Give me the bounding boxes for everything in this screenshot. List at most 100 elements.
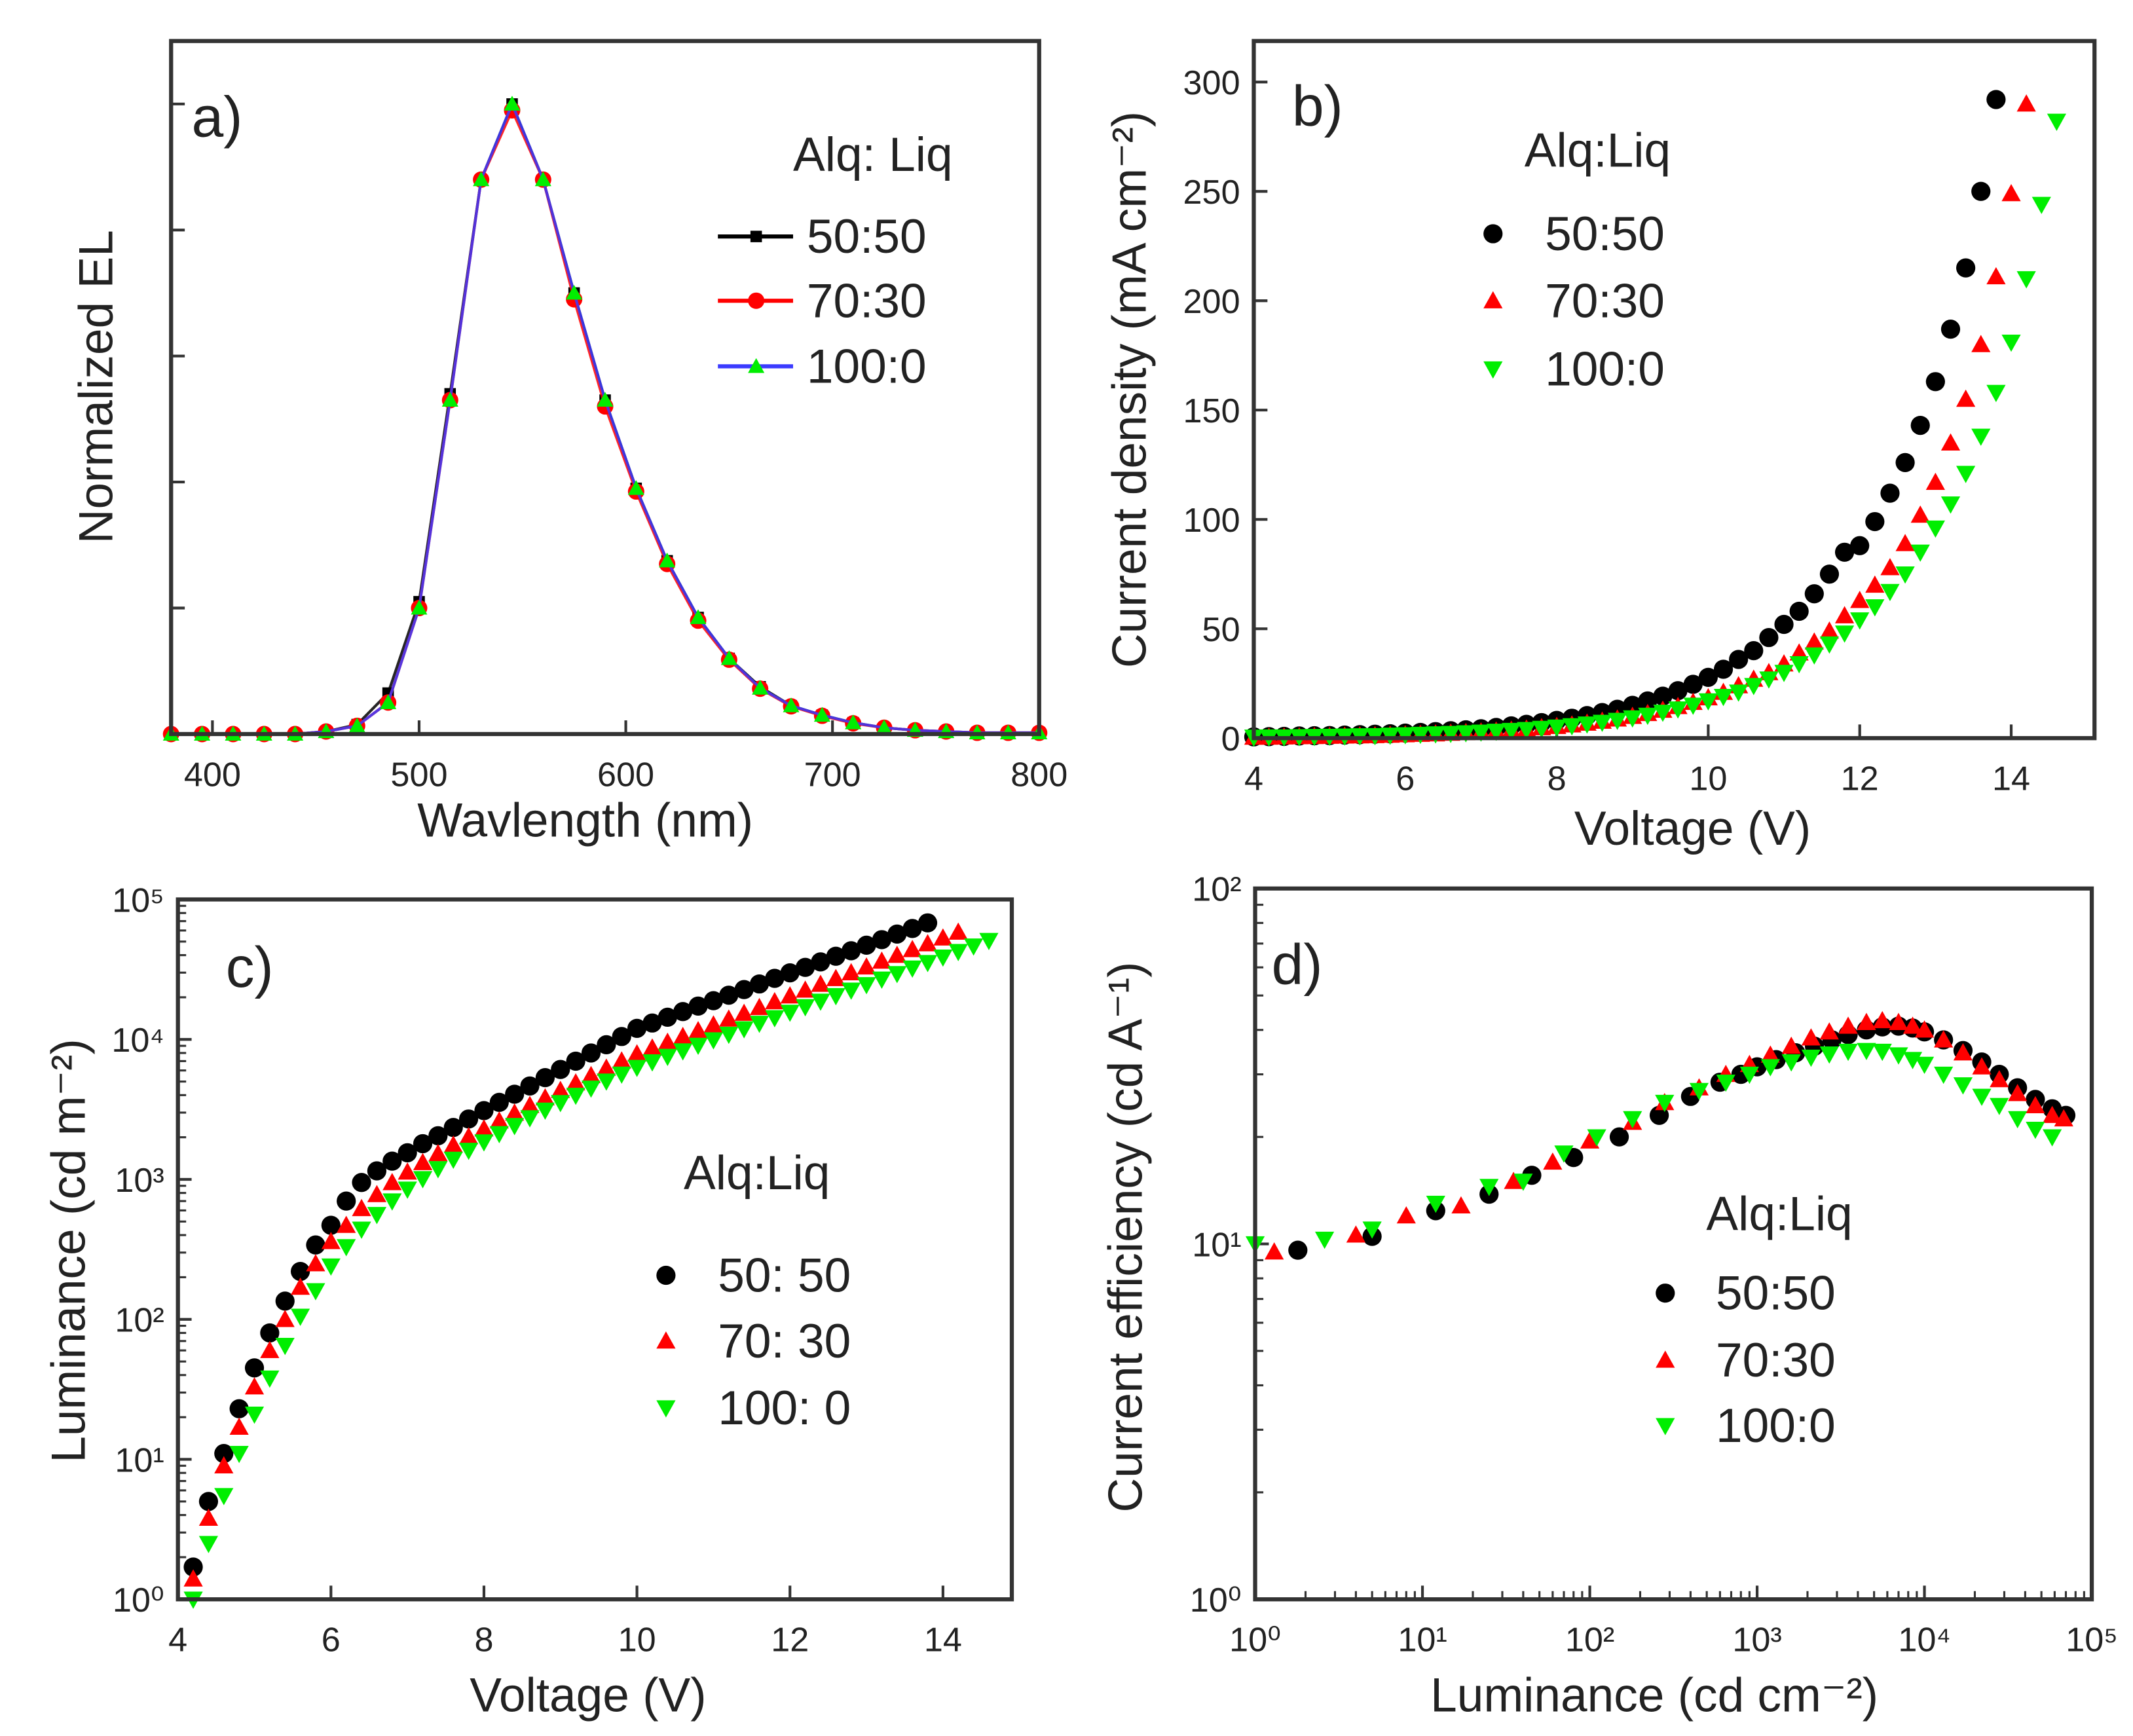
data-point [398, 1181, 417, 1199]
series-line [171, 107, 1039, 736]
data-point [443, 1118, 463, 1137]
data-point [627, 1044, 647, 1062]
data-point [1362, 1221, 1382, 1239]
data-point [1513, 1173, 1533, 1191]
data-point [811, 974, 830, 992]
x-axis-label: Voltage (V) [470, 1669, 706, 1722]
legend-title: Alq:Liq [684, 1147, 830, 1200]
data-point [1819, 636, 1840, 654]
data-point [918, 955, 938, 972]
data-point [857, 957, 876, 975]
data-point [1819, 1022, 1839, 1040]
data-point [1638, 691, 1658, 711]
data-point [183, 1569, 203, 1587]
y-tick-label: 10¹ [1192, 1226, 1241, 1264]
data-point [1972, 1088, 1992, 1106]
data-point [260, 1370, 280, 1388]
data-point [1713, 659, 1734, 679]
y-tick-label: 150 [1183, 392, 1240, 430]
y-tick-label: 200 [1183, 283, 1240, 321]
data-point [1880, 483, 1900, 503]
data-point [1804, 647, 1824, 665]
legend-marker [1656, 1284, 1675, 1303]
data-point [229, 1445, 249, 1464]
legend-label: 100:0 [1545, 343, 1665, 396]
data-point [474, 1101, 494, 1120]
data-point [1729, 650, 1749, 669]
data-point [1759, 627, 1779, 648]
data-point [1713, 689, 1734, 707]
data-point [690, 609, 707, 624]
data-point [749, 974, 770, 994]
data-point [1396, 727, 1415, 745]
data-point [214, 1456, 234, 1473]
x-tick-label: 10⁵ [2066, 1621, 2118, 1659]
data-point [734, 1021, 754, 1039]
data-point [566, 284, 583, 300]
data-point [2001, 183, 2021, 202]
data-point [1716, 1074, 1735, 1092]
data-point [1801, 1049, 1821, 1067]
data-point [918, 934, 938, 951]
series-70-30 [1265, 1010, 2073, 1260]
data-point [348, 717, 365, 733]
data-point [1895, 534, 1915, 551]
data-point [504, 96, 521, 111]
data-point [1834, 606, 1855, 623]
data-point [1744, 640, 1764, 661]
x-tick-label: 12 [1841, 760, 1879, 798]
data-point [1934, 1066, 1954, 1084]
data-point [1623, 1111, 1642, 1129]
series-line [171, 100, 1039, 736]
data-point [2042, 1129, 2062, 1147]
x-axis-label: Luminance (cd cm⁻²) [1430, 1669, 1878, 1722]
x-tick-label: 10³ [1732, 1621, 1781, 1659]
data-point [458, 1109, 479, 1129]
y-axis-label: Current efficiency (cd A⁻¹) [1099, 962, 1152, 1513]
data-point [1479, 1179, 1499, 1196]
data-point [1456, 725, 1475, 743]
data-point [1850, 612, 1870, 630]
data-point [673, 1002, 693, 1022]
data-point [1689, 1082, 1709, 1101]
x-tick-label: 8 [474, 1621, 493, 1659]
data-point [1623, 695, 1642, 715]
data-point [551, 1080, 570, 1098]
legend-label: 70:30 [1716, 1334, 1836, 1387]
panel-label: d) [1272, 933, 1323, 997]
legend-marker [1483, 361, 1503, 379]
data-point [1934, 1030, 1954, 1048]
x-tick-label: 600 [597, 756, 654, 794]
x-tick-label: 10² [1565, 1621, 1614, 1659]
data-point [979, 933, 999, 950]
data-point [658, 1048, 677, 1066]
legend-marker [1483, 291, 1503, 308]
x-tick-label: 10⁰ [1229, 1621, 1281, 1659]
x-tick-label: 10⁴ [1898, 1621, 1950, 1659]
data-point [918, 913, 938, 933]
data-point [1517, 722, 1536, 739]
data-point [1789, 601, 1809, 621]
y-tick-label: 10² [115, 1302, 164, 1340]
data-point [826, 969, 845, 986]
data-point [1990, 1098, 2009, 1115]
legend-title: Alq: Liq [793, 128, 953, 181]
data-point [1543, 1152, 1563, 1170]
y-tick-label: 10² [1192, 871, 1241, 909]
data-point [2016, 94, 2036, 112]
data-point [795, 957, 815, 977]
data-point [566, 1073, 585, 1091]
series-50-50 [1244, 90, 2006, 747]
data-point [2016, 271, 2036, 289]
data-point [458, 1143, 479, 1160]
data-point [1760, 1059, 1780, 1077]
data-point [1744, 678, 1764, 695]
data-point [1940, 433, 1961, 451]
data-point [795, 980, 815, 998]
data-point [948, 922, 968, 940]
data-point [1880, 558, 1900, 576]
data-point [857, 977, 876, 995]
data-point [597, 1058, 616, 1076]
data-point [1865, 575, 1885, 593]
data-point [1956, 258, 1976, 278]
